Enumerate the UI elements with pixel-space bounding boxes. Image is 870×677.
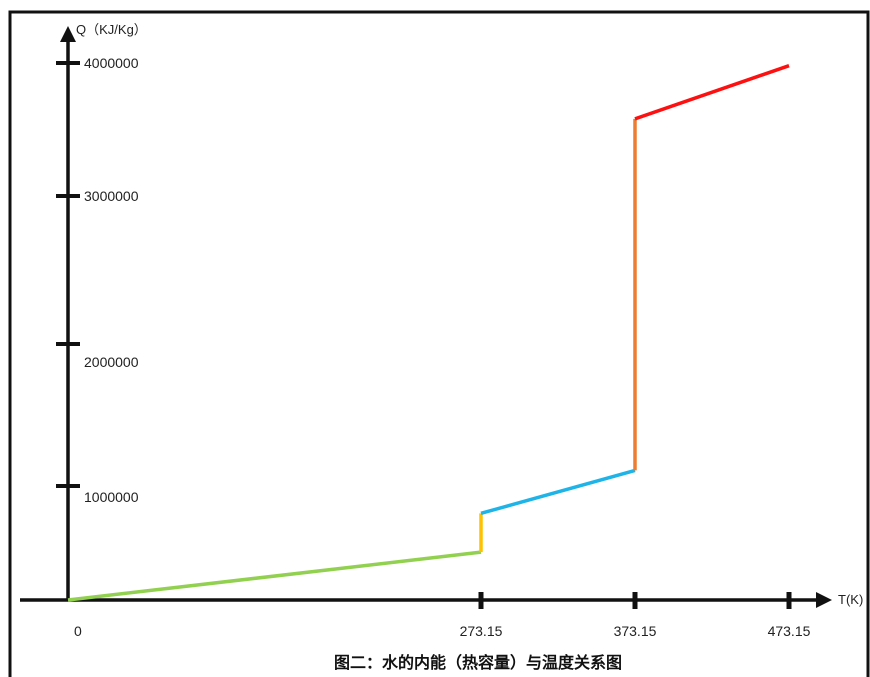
x-tick-label-473: 473.15: [768, 623, 811, 639]
x-tick-label-0: 0: [74, 623, 82, 639]
tick-marks: [56, 61, 792, 609]
y-tick-label-3m: 3000000: [84, 188, 139, 204]
y-tick-label-2m: 2000000: [84, 354, 139, 370]
chart-border: [8, 10, 870, 677]
y-tick-label-4m: 4000000: [84, 55, 139, 71]
series-segment-4: [634, 64, 790, 121]
x-axis-title: T(K): [838, 592, 863, 607]
x-tick-label-273: 273.15: [460, 623, 503, 639]
chart-caption: 图二：水的内能（热容量）与温度关系图: [334, 653, 622, 672]
y-tick-label-1m: 1000000: [84, 489, 139, 505]
y-axis-arrow: [60, 26, 76, 42]
x-tick-label-373: 373.15: [614, 623, 657, 639]
x-axis-arrow: [816, 592, 832, 608]
series-group: [67, 64, 790, 602]
series-segment-0: [67, 550, 482, 602]
series-segment-2: [480, 468, 636, 516]
y-axis-title: Q（KJ/Kg）: [76, 22, 147, 37]
